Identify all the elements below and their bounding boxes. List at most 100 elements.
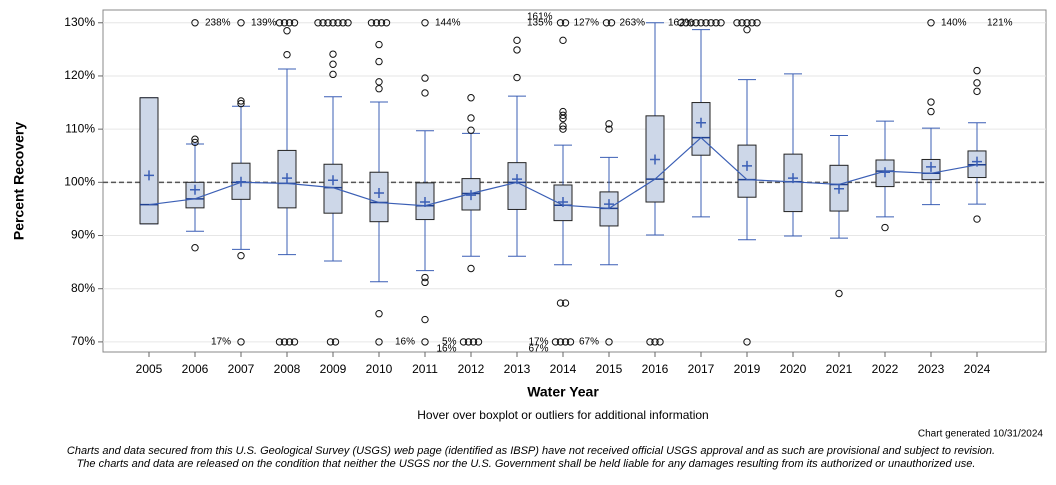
outlier xyxy=(275,338,284,346)
outlier-label: 135% xyxy=(527,17,553,28)
outlier xyxy=(707,19,715,27)
box xyxy=(323,163,343,214)
outlier xyxy=(237,19,245,27)
mean xyxy=(742,160,752,171)
outlier-label: 17% xyxy=(211,337,231,348)
outlier xyxy=(513,36,521,45)
y-tick-label: 80% xyxy=(71,281,95,295)
outlier xyxy=(421,315,429,324)
outlier xyxy=(375,57,383,66)
outlier xyxy=(513,73,521,82)
outlier xyxy=(651,338,659,346)
x-tick-label: 2023 xyxy=(918,362,945,376)
outlier-label: 238% xyxy=(205,17,231,28)
x-axis-title: Water Year xyxy=(527,384,599,400)
outlier xyxy=(559,111,567,120)
outlier xyxy=(326,338,335,346)
outlier xyxy=(743,25,751,34)
mean xyxy=(696,117,706,128)
x-tick-label: 2012 xyxy=(458,362,485,376)
outlier xyxy=(561,19,570,27)
outlier xyxy=(605,338,613,346)
outlier xyxy=(324,19,332,27)
outlier xyxy=(191,138,199,147)
outlier xyxy=(743,338,751,346)
outlier xyxy=(377,19,386,27)
outlier xyxy=(513,46,521,54)
outlier xyxy=(881,223,889,232)
outlier xyxy=(551,338,560,346)
outlier xyxy=(467,114,475,122)
outlier-label: 67% xyxy=(579,337,599,348)
outlier-label: 127% xyxy=(574,17,600,28)
outlier xyxy=(421,278,429,287)
generated-date: Chart generated 10/31/2024 xyxy=(918,429,1044,440)
outlier-label: 5% xyxy=(442,337,457,348)
plot-border xyxy=(102,9,1047,353)
outlier xyxy=(692,19,700,27)
outlier xyxy=(290,19,299,27)
x-tick-label: 2013 xyxy=(504,362,531,376)
outlier-label: 16% xyxy=(395,337,415,348)
mean xyxy=(328,175,338,186)
outlier xyxy=(280,338,289,346)
x-tick-label: 2005 xyxy=(136,362,163,376)
outlier xyxy=(334,19,342,27)
outlier-label: 16% xyxy=(436,344,456,355)
note: Hover over boxplot or outliers for addit… xyxy=(417,408,708,422)
outlier xyxy=(474,338,483,346)
outlier xyxy=(467,126,475,134)
outlier xyxy=(748,19,756,27)
outlier xyxy=(656,338,664,346)
outlier xyxy=(382,19,391,27)
outlier xyxy=(559,36,567,45)
outlier xyxy=(237,99,245,108)
outlier xyxy=(464,338,473,346)
outlier xyxy=(329,50,337,58)
x-tick-label: 2021 xyxy=(826,362,853,376)
outlier xyxy=(556,299,565,307)
mean xyxy=(466,190,476,201)
box xyxy=(139,97,159,225)
outlier xyxy=(467,94,475,102)
disclaimer: Charts and data secured from this U.S. G… xyxy=(67,445,995,457)
box xyxy=(507,162,527,210)
outlier xyxy=(973,66,981,75)
x-tick-label: 2006 xyxy=(182,362,209,376)
outlier xyxy=(375,310,383,318)
outlier xyxy=(467,264,475,273)
outlier xyxy=(329,60,337,68)
outlier xyxy=(607,19,616,27)
outlier xyxy=(237,97,245,105)
outlier xyxy=(331,338,340,346)
outlier xyxy=(280,19,289,27)
x-tick-label: 2014 xyxy=(550,362,577,376)
outlier xyxy=(344,19,352,27)
outlier xyxy=(191,135,199,143)
outlier xyxy=(687,19,695,27)
outlier xyxy=(556,19,565,27)
outlier xyxy=(973,215,981,223)
outlier xyxy=(717,19,725,27)
outlier xyxy=(375,85,383,93)
outlier xyxy=(421,338,429,346)
outlier xyxy=(712,19,720,27)
x-tick-label: 2019 xyxy=(734,362,761,376)
outlier xyxy=(927,19,935,27)
outlier-label: 139% xyxy=(251,17,277,28)
outlier xyxy=(459,338,468,346)
disclaimer: The charts and data are released on the … xyxy=(77,458,976,470)
outlier xyxy=(973,79,981,87)
outlier xyxy=(602,19,611,27)
outlier xyxy=(421,273,429,282)
outlier xyxy=(375,78,383,86)
x-tick-label: 2024 xyxy=(964,362,991,376)
outlier xyxy=(556,338,565,346)
outlier xyxy=(339,19,347,27)
outlier xyxy=(605,125,613,133)
box xyxy=(691,102,711,156)
x-tick-label: 2020 xyxy=(780,362,807,376)
outlier xyxy=(375,40,383,49)
x-tick-label: 2017 xyxy=(688,362,715,376)
